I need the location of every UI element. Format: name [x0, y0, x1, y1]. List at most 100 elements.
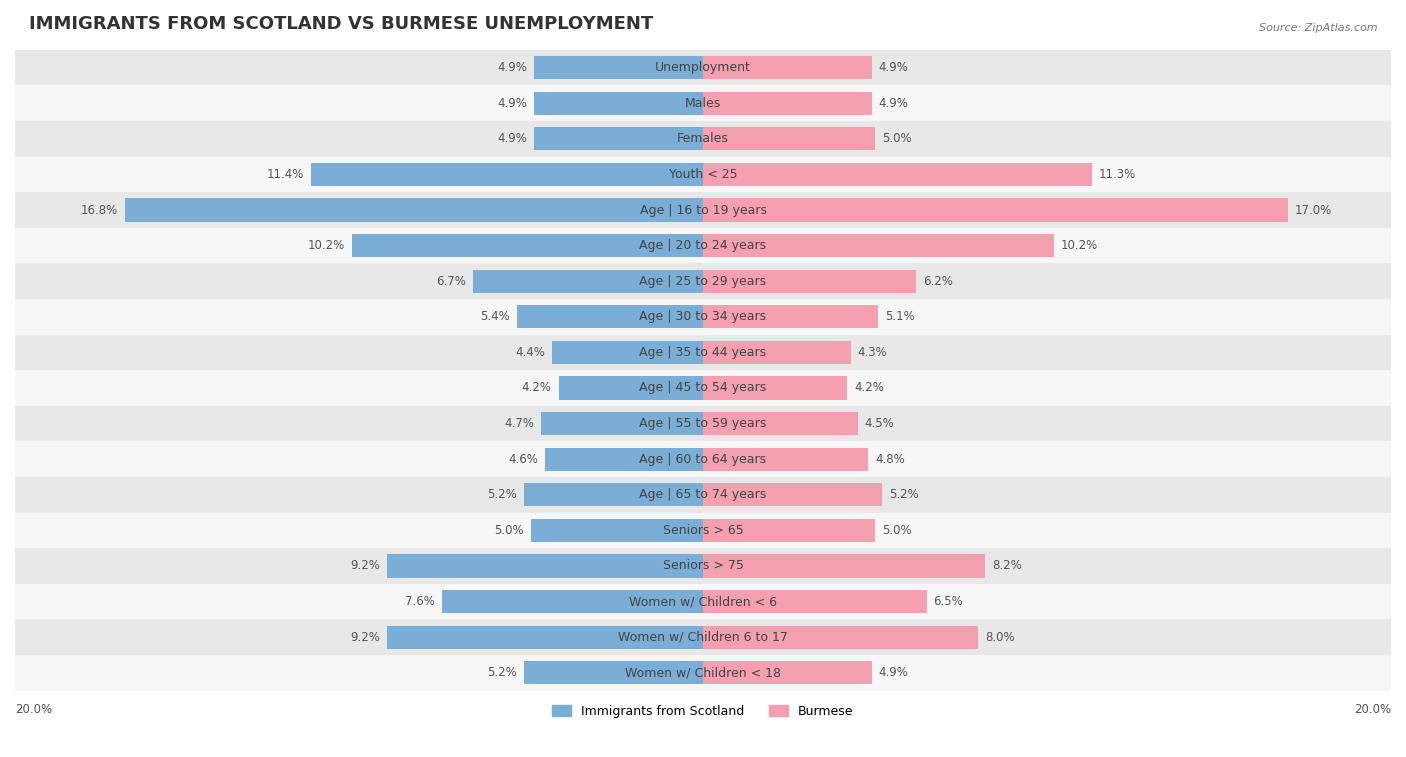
- Text: 10.2%: 10.2%: [1060, 239, 1098, 252]
- Bar: [703, 625, 979, 649]
- Text: 4.7%: 4.7%: [505, 417, 534, 430]
- Bar: [15, 299, 1391, 335]
- Text: 5.2%: 5.2%: [488, 488, 517, 501]
- Legend: Immigrants from Scotland, Burmese: Immigrants from Scotland, Burmese: [547, 699, 859, 723]
- Bar: [472, 269, 703, 293]
- Bar: [387, 554, 703, 578]
- Text: 4.3%: 4.3%: [858, 346, 887, 359]
- Text: 5.1%: 5.1%: [886, 310, 915, 323]
- Text: Youth < 25: Youth < 25: [669, 168, 737, 181]
- Bar: [15, 228, 1391, 263]
- Bar: [551, 341, 703, 364]
- Bar: [558, 376, 703, 400]
- Bar: [703, 92, 872, 115]
- Bar: [15, 121, 1391, 157]
- Bar: [534, 56, 703, 79]
- Text: Age | 60 to 64 years: Age | 60 to 64 years: [640, 453, 766, 466]
- Text: 17.0%: 17.0%: [1295, 204, 1331, 217]
- Text: 6.5%: 6.5%: [934, 595, 963, 608]
- Text: 9.2%: 9.2%: [350, 559, 380, 572]
- Text: Unemployment: Unemployment: [655, 61, 751, 74]
- Bar: [15, 655, 1391, 690]
- Bar: [15, 50, 1391, 86]
- Bar: [524, 483, 703, 506]
- Bar: [125, 198, 703, 222]
- Text: 4.9%: 4.9%: [498, 61, 527, 74]
- Text: 6.2%: 6.2%: [924, 275, 953, 288]
- Text: 8.0%: 8.0%: [986, 631, 1015, 643]
- Bar: [15, 584, 1391, 619]
- Bar: [352, 234, 703, 257]
- Bar: [541, 412, 703, 435]
- Bar: [703, 305, 879, 329]
- Bar: [311, 163, 703, 186]
- Text: 5.0%: 5.0%: [882, 524, 911, 537]
- Bar: [703, 376, 848, 400]
- Text: Males: Males: [685, 97, 721, 110]
- Bar: [703, 234, 1054, 257]
- Bar: [15, 370, 1391, 406]
- Text: 16.8%: 16.8%: [82, 204, 118, 217]
- Bar: [703, 269, 917, 293]
- Text: 4.4%: 4.4%: [515, 346, 544, 359]
- Bar: [524, 661, 703, 684]
- Text: 4.9%: 4.9%: [879, 666, 908, 679]
- Text: 4.9%: 4.9%: [879, 97, 908, 110]
- Text: Age | 25 to 29 years: Age | 25 to 29 years: [640, 275, 766, 288]
- Text: Age | 16 to 19 years: Age | 16 to 19 years: [640, 204, 766, 217]
- Text: 4.2%: 4.2%: [855, 382, 884, 394]
- Text: Age | 55 to 59 years: Age | 55 to 59 years: [640, 417, 766, 430]
- Bar: [15, 477, 1391, 512]
- Text: 5.2%: 5.2%: [488, 666, 517, 679]
- Bar: [534, 92, 703, 115]
- Text: 20.0%: 20.0%: [1354, 703, 1391, 716]
- Bar: [703, 661, 872, 684]
- Bar: [15, 548, 1391, 584]
- Text: 4.8%: 4.8%: [875, 453, 904, 466]
- Bar: [15, 335, 1391, 370]
- Bar: [15, 619, 1391, 655]
- Bar: [15, 406, 1391, 441]
- Bar: [15, 157, 1391, 192]
- Text: Seniors > 65: Seniors > 65: [662, 524, 744, 537]
- Text: Source: ZipAtlas.com: Source: ZipAtlas.com: [1260, 23, 1378, 33]
- Bar: [703, 447, 868, 471]
- Text: 8.2%: 8.2%: [993, 559, 1022, 572]
- Bar: [703, 198, 1288, 222]
- Bar: [703, 127, 875, 151]
- Text: 5.0%: 5.0%: [495, 524, 524, 537]
- Text: IMMIGRANTS FROM SCOTLAND VS BURMESE UNEMPLOYMENT: IMMIGRANTS FROM SCOTLAND VS BURMESE UNEM…: [28, 15, 652, 33]
- Bar: [15, 192, 1391, 228]
- Bar: [703, 483, 882, 506]
- Text: 11.4%: 11.4%: [267, 168, 304, 181]
- Text: Age | 20 to 24 years: Age | 20 to 24 years: [640, 239, 766, 252]
- Text: 20.0%: 20.0%: [15, 703, 52, 716]
- Text: 6.7%: 6.7%: [436, 275, 465, 288]
- Text: 9.2%: 9.2%: [350, 631, 380, 643]
- Text: Women w/ Children < 18: Women w/ Children < 18: [626, 666, 780, 679]
- Text: 11.3%: 11.3%: [1098, 168, 1136, 181]
- Bar: [15, 263, 1391, 299]
- Text: Seniors > 75: Seniors > 75: [662, 559, 744, 572]
- Text: 4.9%: 4.9%: [498, 132, 527, 145]
- Text: 5.0%: 5.0%: [882, 132, 911, 145]
- Bar: [703, 519, 875, 542]
- Text: 4.2%: 4.2%: [522, 382, 551, 394]
- Bar: [703, 554, 986, 578]
- Bar: [544, 447, 703, 471]
- Text: Age | 35 to 44 years: Age | 35 to 44 years: [640, 346, 766, 359]
- Bar: [703, 163, 1091, 186]
- Bar: [15, 512, 1391, 548]
- Text: Age | 30 to 34 years: Age | 30 to 34 years: [640, 310, 766, 323]
- Bar: [15, 441, 1391, 477]
- Text: 4.6%: 4.6%: [508, 453, 538, 466]
- Bar: [387, 625, 703, 649]
- Bar: [534, 127, 703, 151]
- Bar: [703, 341, 851, 364]
- Bar: [703, 56, 872, 79]
- Text: Age | 45 to 54 years: Age | 45 to 54 years: [640, 382, 766, 394]
- Bar: [703, 590, 927, 613]
- Text: 7.6%: 7.6%: [405, 595, 434, 608]
- Text: Women w/ Children 6 to 17: Women w/ Children 6 to 17: [619, 631, 787, 643]
- Bar: [441, 590, 703, 613]
